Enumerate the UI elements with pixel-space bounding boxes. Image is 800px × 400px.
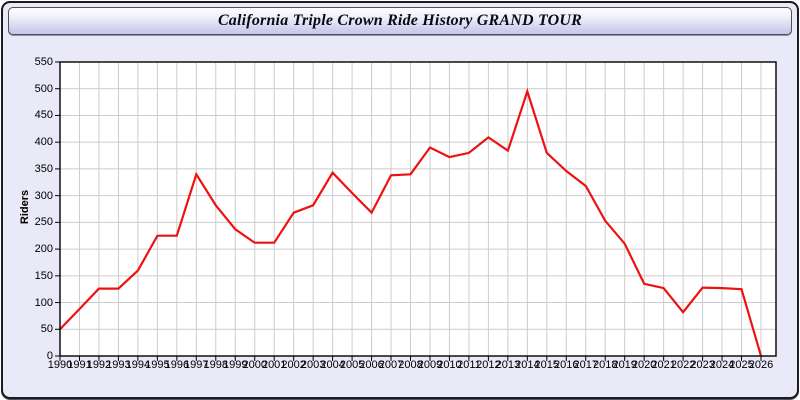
riders-line — [59, 87, 763, 357]
x-tick-label: 2026 — [748, 359, 774, 371]
x-tick-label: 2022 — [670, 359, 696, 371]
x-tick-label: 2001 — [261, 359, 287, 371]
x-tick-label: 1996 — [164, 359, 190, 371]
x-tick-label: 1998 — [203, 359, 229, 371]
y-tick-label: 400 — [34, 136, 53, 149]
y-tick-label: 150 — [34, 269, 53, 282]
y-axis-title: Riders — [19, 189, 31, 225]
x-tick-label: 2004 — [320, 359, 345, 371]
x-tick-label: 2012 — [476, 359, 501, 371]
x-tick-label: 2017 — [573, 359, 598, 371]
x-tick-label: 2000 — [242, 359, 267, 371]
x-tick-label: 2009 — [417, 359, 443, 371]
x-tick-label: 2025 — [729, 359, 754, 371]
chart-title: California Triple Crown Ride History GRA… — [217, 12, 583, 29]
x-tick-label: 1993 — [106, 359, 131, 371]
x-tick-label: 1999 — [223, 359, 248, 371]
y-tick-label: 100 — [34, 296, 53, 309]
plot-border — [59, 61, 777, 357]
y-tick-label: 550 — [34, 56, 53, 68]
x-tick-label: 2016 — [554, 359, 579, 371]
y-tick-label: 0 — [46, 350, 53, 362]
x-tick-label: 2002 — [281, 359, 306, 371]
x-tick-label: 2020 — [631, 359, 657, 371]
x-tick-label: 1990 — [47, 359, 73, 371]
plot-background — [60, 62, 776, 356]
x-tick-label: 2015 — [534, 359, 560, 371]
x-tick-label: 2010 — [437, 359, 462, 371]
x-tick-label: 2019 — [612, 359, 637, 371]
y-tick-label: 450 — [34, 109, 53, 122]
x-tick-label: 2008 — [398, 359, 423, 371]
y-tick-label: 200 — [34, 243, 53, 256]
x-tick-label: 2006 — [359, 359, 384, 371]
y-tick-label: 50 — [40, 323, 53, 336]
x-tick-label: 1994 — [125, 359, 151, 371]
y-tick-label: 350 — [34, 162, 53, 175]
x-tick-label: 1992 — [86, 359, 112, 371]
x-tick-label: 2011 — [457, 359, 481, 371]
chart-area: 0 50 100 150 200 250 300 350 400 450 500 550 1990 19… — [3, 3, 797, 397]
x-tick-label: 2007 — [378, 359, 404, 371]
x-tick-label: 2014 — [515, 359, 540, 371]
x-tick-label: 2024 — [709, 359, 735, 371]
x-tick-label: 1991 — [67, 359, 92, 371]
x-tick-label: 2013 — [495, 359, 521, 371]
y-tick-label: 300 — [34, 189, 53, 202]
x-tick-label: 2023 — [690, 359, 715, 371]
x-tick-label: 2021 — [651, 359, 676, 371]
y-tick-label: 250 — [34, 216, 53, 229]
x-tick-label: 2018 — [592, 359, 618, 371]
x-tick-label: 2003 — [300, 359, 326, 371]
x-tick-label: 2005 — [339, 359, 365, 371]
title-bar: California Triple Crown Ride History GRA… — [8, 7, 792, 35]
line-chart-svg — [55, 61, 777, 361]
y-tick-label: 500 — [34, 82, 53, 95]
x-tick-label: 1997 — [184, 359, 209, 371]
x-tick-label: 1995 — [145, 359, 170, 371]
